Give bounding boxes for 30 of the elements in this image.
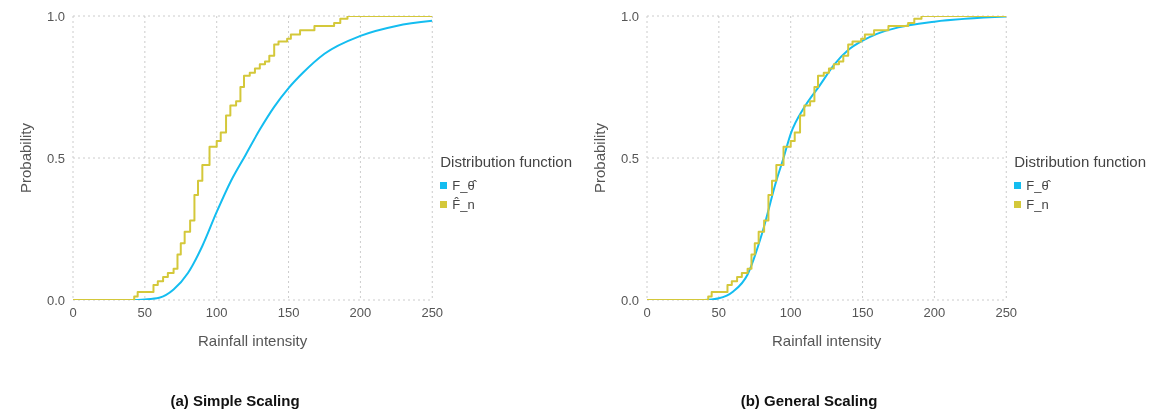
- text: (b) General Scaling: [739, 392, 879, 409]
- x-tick-label: 100: [779, 305, 802, 321]
- y-tick-label: 0.0: [620, 292, 639, 308]
- legend-label: F_θ̂: [451, 176, 478, 195]
- legend-label: F_θ̂: [1025, 176, 1052, 195]
- legend-title: Distribution function: [1014, 152, 1146, 170]
- x-tick-label: 0: [69, 305, 77, 321]
- x-tick-label: 250: [995, 305, 1018, 321]
- x-tick-label: 100: [205, 305, 228, 321]
- y-tick-label: 0.0: [46, 292, 65, 308]
- x-tick-label: 200: [923, 305, 946, 321]
- x-tick-label: 150: [851, 305, 874, 321]
- y-tick-label: 0.5: [620, 150, 639, 166]
- legend-label: F̂_n: [451, 195, 476, 214]
- y-tick-label: 1.0: [620, 8, 639, 24]
- x-tick-label: 150: [277, 305, 300, 321]
- text: (a) Simple Scaling: [169, 392, 301, 409]
- y-axis-title: Probability: [17, 122, 35, 194]
- y-axis-title: Probability: [591, 122, 609, 194]
- x-axis-title: Rainfall intensity: [198, 332, 308, 349]
- x-tick-label: 50: [137, 305, 153, 321]
- x-tick-label: 200: [349, 305, 372, 321]
- y-tick-label: 1.0: [46, 8, 65, 24]
- x-tick-label: 50: [711, 305, 727, 321]
- x-tick-label: 0: [643, 305, 651, 321]
- x-axis-title: Rainfall intensity: [772, 332, 882, 349]
- legend-label: F_n: [1025, 195, 1050, 214]
- x-tick-label: 250: [421, 305, 444, 321]
- y-tick-label: 0.5: [46, 150, 65, 166]
- legend-title: Distribution function: [440, 152, 572, 170]
